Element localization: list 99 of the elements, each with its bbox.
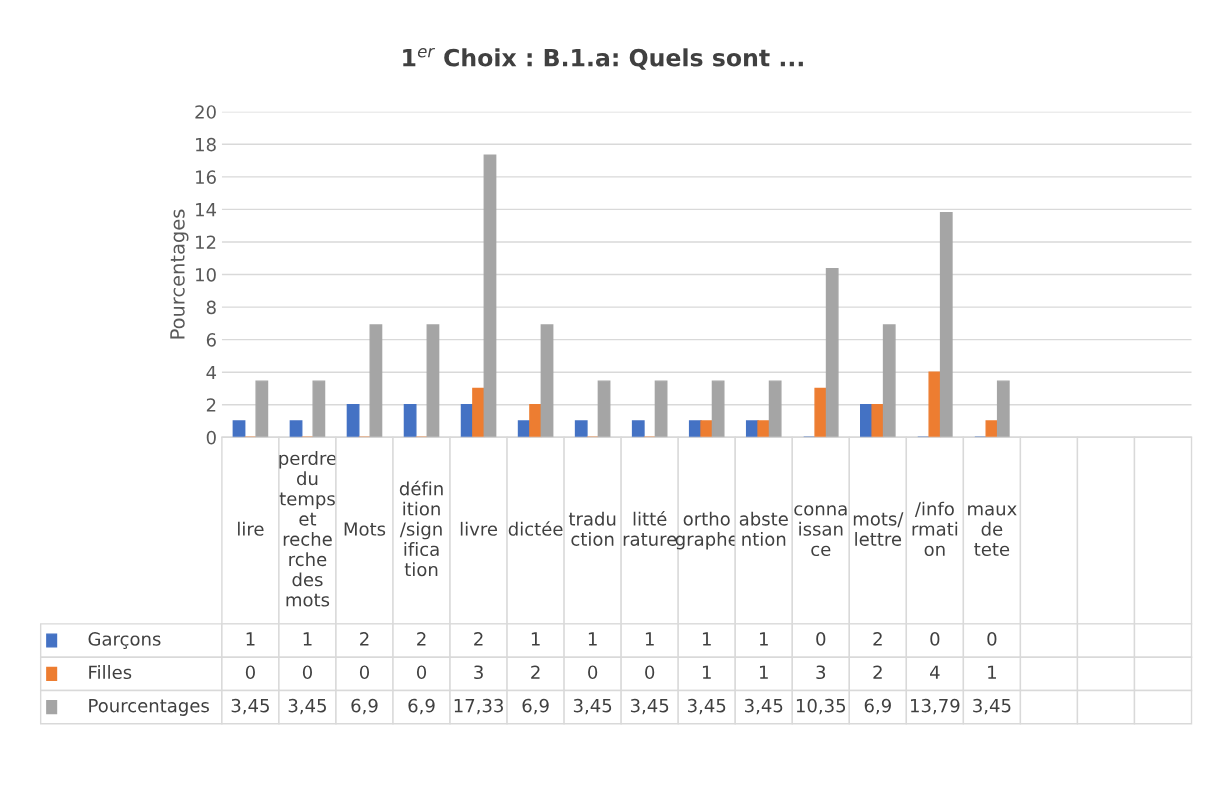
bar: [426, 324, 440, 438]
y-tick-label: 12: [196, 235, 216, 249]
bar: [768, 380, 782, 438]
data-label: 1: [303, 632, 312, 646]
bar: [654, 380, 668, 438]
data-label: 2: [873, 632, 882, 646]
bar: [597, 380, 611, 438]
x-tick-label: orthographe: [675, 511, 738, 550]
bar: [700, 420, 714, 438]
bar: [540, 324, 554, 438]
bar: [928, 371, 942, 438]
x-tick-label: connaissance: [794, 505, 847, 557]
bar: [472, 387, 485, 438]
data-label: 0: [416, 665, 427, 680]
x-tick-label: livre: [460, 521, 498, 536]
bar: [346, 404, 360, 438]
data-label: 1: [588, 632, 597, 646]
y-tick-label: 18: [196, 137, 216, 152]
bar: [711, 380, 725, 438]
bar: [312, 380, 326, 438]
data-label: 3,45: [745, 698, 783, 715]
data-label: 6,9: [864, 698, 891, 715]
x-tick-label: littérature: [623, 511, 677, 546]
data-label: 3: [816, 665, 826, 680]
y-tick-label: 2: [206, 398, 216, 412]
y-tick-label: 10: [196, 267, 216, 282]
bar: [574, 420, 588, 438]
x-tick-label: traduction: [568, 511, 616, 546]
data-label: 13,79: [911, 698, 960, 715]
y-tick-label: 8: [206, 300, 216, 315]
x-tick-label: /information: [912, 501, 958, 557]
legend-label: Filles: [89, 665, 132, 680]
bar: [255, 380, 269, 438]
data-label: 0: [645, 665, 655, 680]
x-tick-label: abstention: [739, 511, 788, 546]
bar: [529, 404, 543, 438]
data-label: 1: [759, 665, 768, 679]
data-label: 3: [474, 665, 483, 680]
data-label: 2: [360, 632, 369, 646]
data-label: 6,9: [351, 698, 378, 715]
data-label: 10,35: [796, 698, 846, 715]
data-label: 0: [588, 665, 598, 680]
bar: [939, 212, 953, 438]
data-label: 0: [245, 665, 255, 680]
bar: [882, 324, 896, 438]
y-tick-label: 20: [195, 105, 216, 119]
y-tick-label: 0: [206, 430, 216, 445]
y-tick-label: 16: [196, 170, 216, 184]
data-label: 3,45: [687, 698, 726, 715]
y-tick-label: 6: [206, 333, 216, 347]
bar: [631, 420, 645, 438]
data-label: 0: [987, 632, 997, 646]
data-label: 17,33: [454, 698, 503, 715]
data-label: 2: [417, 632, 426, 646]
x-tick-label: perdre du temps et recherche des mots: [279, 451, 337, 607]
data-label: 3,45: [630, 698, 669, 715]
data-label: 3,45: [973, 698, 1011, 715]
data-label: 0: [302, 665, 312, 680]
data-label: 2: [873, 665, 882, 679]
y-tick-label: 4: [206, 365, 217, 380]
x-tick-label: lire: [238, 521, 264, 536]
data-label: 6,9: [408, 698, 435, 715]
legend-label: Pourcentages: [89, 698, 209, 716]
y-axis-title: Pourcentages: [170, 209, 189, 339]
chart-title: 1$^{er}$ Choix : B.1.a: Quels sont ...: [403, 47, 803, 70]
x-tick-label: maux de tete: [968, 505, 1017, 557]
bar: [403, 404, 417, 438]
bar: [757, 420, 771, 438]
bar: [871, 404, 885, 438]
bar: [483, 154, 497, 438]
bar: [232, 420, 246, 438]
data-label: 2: [531, 665, 540, 679]
data-label: 2: [474, 632, 483, 646]
data-label: 0: [816, 632, 826, 646]
x-tick-label: définition/signification: [399, 480, 443, 577]
bar: [369, 324, 383, 438]
data-label: 1: [988, 665, 996, 679]
x-tick-label: dictée: [508, 521, 563, 536]
data-label: 3,45: [288, 698, 326, 715]
data-label: 3,45: [573, 698, 612, 715]
data-label: 4: [930, 665, 940, 679]
bar: [814, 387, 828, 438]
data-label: 0: [930, 632, 940, 646]
data-label: 1: [759, 632, 768, 646]
bar: [289, 420, 303, 438]
data-label: 1: [645, 632, 654, 646]
bar: [825, 268, 839, 438]
y-tick-label: 14: [196, 203, 217, 217]
data-label: 3,45: [231, 698, 269, 715]
data-label: 6,9: [522, 698, 549, 715]
legend-label: Garçons: [88, 632, 161, 649]
x-tick-label: Mots: [344, 522, 386, 536]
data-label: 1: [702, 632, 711, 646]
data-label: 0: [359, 665, 370, 680]
x-tick-label: mots/lettre: [853, 512, 904, 546]
data-label: 1: [702, 665, 711, 679]
bar: [996, 380, 1010, 438]
data-label: 1: [246, 632, 255, 646]
data-label: 1: [531, 632, 540, 646]
